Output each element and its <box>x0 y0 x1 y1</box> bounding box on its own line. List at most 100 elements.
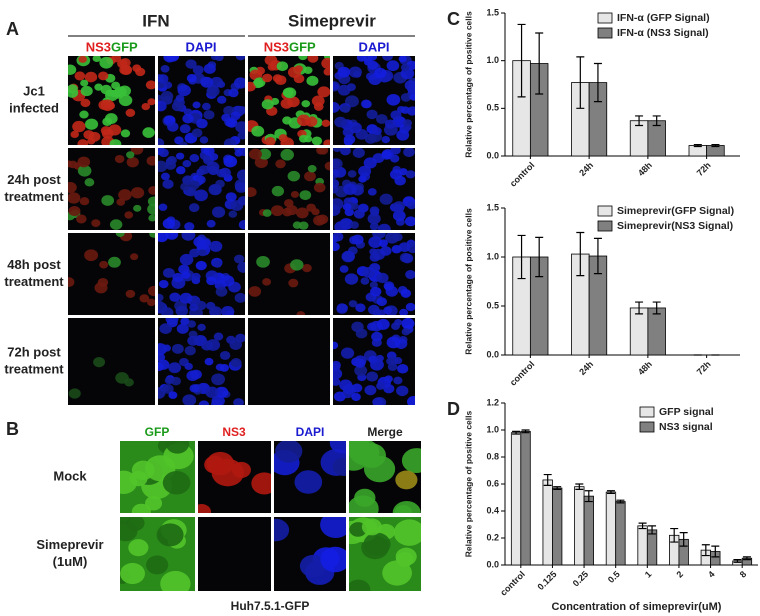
cell <box>302 263 312 273</box>
error-bar <box>512 430 521 435</box>
cell <box>372 127 382 136</box>
micrograph <box>274 441 346 513</box>
cell <box>156 523 184 547</box>
cell <box>130 187 145 199</box>
cell <box>175 305 189 315</box>
cell <box>275 441 303 463</box>
micrograph <box>158 56 245 145</box>
cell <box>236 105 245 115</box>
cell <box>182 159 192 168</box>
cell <box>147 203 155 215</box>
bar <box>583 495 594 566</box>
cell <box>93 357 106 368</box>
image-bg <box>68 233 155 315</box>
cell <box>125 108 136 117</box>
y-tick-label: 1.0 <box>486 55 499 65</box>
cell <box>393 519 421 546</box>
cell <box>209 306 222 315</box>
cell <box>336 303 348 313</box>
error-bar <box>693 143 702 148</box>
cell <box>184 345 196 356</box>
cells <box>349 517 421 591</box>
cells <box>274 441 346 494</box>
cell <box>77 165 92 177</box>
cell <box>68 192 81 204</box>
cell <box>94 282 108 294</box>
y-tick-label: 0.0 <box>486 150 499 160</box>
cell <box>147 285 155 297</box>
cell <box>158 353 166 362</box>
cell <box>68 388 81 399</box>
x-tick-label: 1 <box>643 569 654 580</box>
cell <box>348 66 362 78</box>
cell <box>159 323 172 334</box>
cell <box>320 517 346 539</box>
cell <box>196 118 208 129</box>
row-label: 48h post <box>7 257 61 272</box>
cell <box>168 391 178 399</box>
cell <box>115 233 125 237</box>
cells <box>68 56 155 145</box>
cell <box>351 392 361 402</box>
cell <box>381 135 391 144</box>
row-label: (1uM) <box>53 554 88 569</box>
cell <box>343 183 357 195</box>
cell <box>109 219 123 230</box>
cell <box>183 108 193 116</box>
cell <box>358 175 367 183</box>
cell <box>235 121 245 133</box>
cell <box>392 233 403 242</box>
cell <box>351 234 364 245</box>
error-bar <box>576 56 585 109</box>
cell <box>203 110 215 120</box>
cell <box>169 233 178 237</box>
cell <box>178 264 190 275</box>
y-axis-label: Relative percentage of positive cells <box>463 411 473 558</box>
cell <box>168 362 182 374</box>
cell <box>180 318 190 326</box>
cell <box>229 339 242 350</box>
error-bar <box>652 301 661 315</box>
legend-label: NS3 signal <box>659 421 713 433</box>
y-tick-label: 0.0 <box>486 559 499 569</box>
cells <box>158 56 245 145</box>
cell <box>405 170 415 179</box>
cell <box>333 102 340 113</box>
cell <box>221 113 231 122</box>
cell <box>206 85 220 97</box>
micrograph <box>248 318 330 405</box>
cell <box>316 148 326 155</box>
legend-label: GFP signal <box>659 406 714 418</box>
cell <box>349 441 368 456</box>
error-bar <box>593 237 602 275</box>
cell <box>192 65 204 75</box>
cell <box>160 65 170 73</box>
cell <box>398 242 411 253</box>
micrograph <box>274 517 346 591</box>
cell <box>403 119 412 127</box>
cell <box>209 153 219 161</box>
cell <box>307 165 317 173</box>
error-bar <box>575 483 584 490</box>
x-tick-label: 0.25 <box>571 569 590 588</box>
y-tick-label: 1.5 <box>486 7 499 17</box>
cell <box>334 116 347 128</box>
cell <box>404 216 415 227</box>
cell <box>296 207 309 219</box>
cell <box>274 518 290 542</box>
legend-label: IFN-α (NS3 Signal) <box>617 27 709 39</box>
cell <box>158 387 166 399</box>
cell <box>311 136 323 145</box>
cell <box>409 93 415 101</box>
cells <box>333 233 415 315</box>
legend-label: Simeprevir(NS3 Signal) <box>617 220 733 232</box>
cell <box>333 178 340 189</box>
cell <box>162 179 174 189</box>
micrograph <box>68 318 155 405</box>
cell <box>323 68 330 76</box>
group-title: IFN <box>142 11 169 30</box>
cell <box>234 292 245 303</box>
cell <box>158 279 169 289</box>
cell <box>294 470 323 494</box>
cell <box>376 318 390 330</box>
